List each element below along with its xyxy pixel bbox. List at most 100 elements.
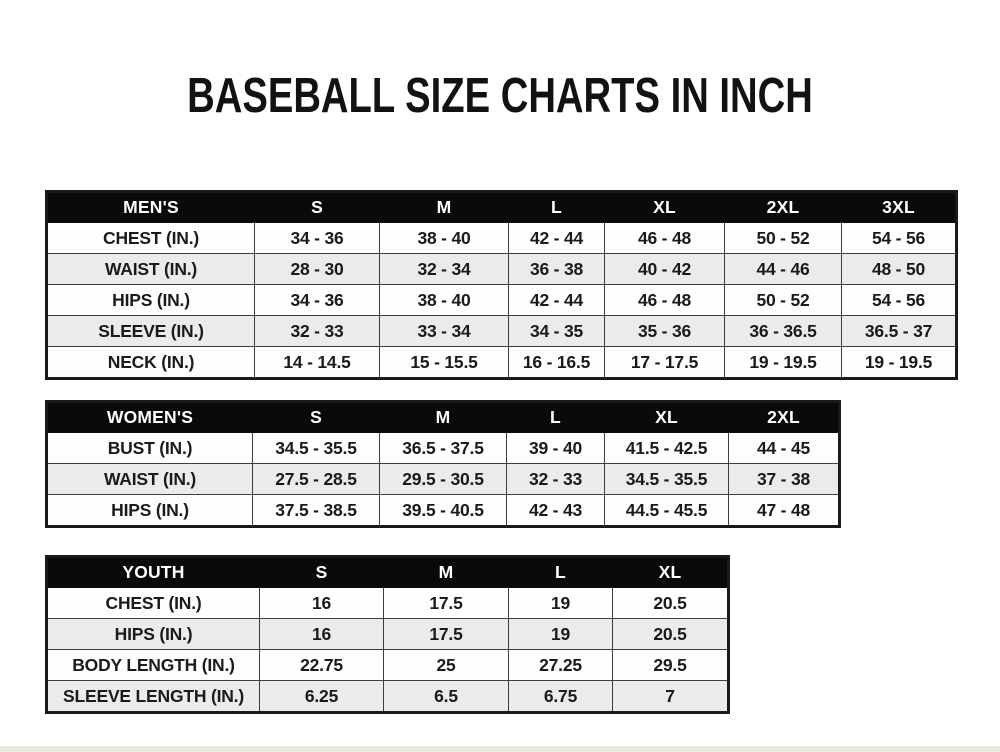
measurement-label-cell: CHEST (IN.) bbox=[46, 587, 260, 619]
youth-size-table-grid: YOUTH S M L XL CHEST (IN.) 16 17.5 19 20.5 HIPS (I… bbox=[45, 555, 730, 714]
size-value-cell: 19 - 19.5 bbox=[841, 346, 957, 379]
size-value-cell: 44 - 45 bbox=[728, 432, 840, 464]
mens-size-table: MEN'S S M L XL 2XL 3XL CHEST (IN.) 34 - 36 38 - 4… bbox=[45, 190, 958, 380]
size-value-cell: 42 - 44 bbox=[508, 222, 605, 254]
size-value-cell: 22.75 bbox=[259, 649, 384, 681]
table-row: SLEEVE LENGTH (IN.) 6.25 6.5 6.75 7 bbox=[46, 680, 729, 713]
size-value-cell: 20.5 bbox=[612, 618, 729, 650]
size-value-cell: 32 - 33 bbox=[254, 315, 380, 347]
measurement-label-cell: HIPS (IN.) bbox=[46, 284, 255, 316]
table-row: CHEST (IN.) 34 - 36 38 - 40 42 - 44 46 - 48 5… bbox=[46, 222, 957, 254]
size-column-header: S bbox=[252, 401, 380, 433]
size-value-cell: 48 - 50 bbox=[841, 253, 957, 285]
size-value-cell: 16 bbox=[259, 587, 384, 619]
size-value-cell: 37 - 38 bbox=[728, 463, 840, 495]
size-value-cell: 19 bbox=[508, 618, 613, 650]
group-header-cell: YOUTH bbox=[46, 556, 260, 588]
size-column-header: 3XL bbox=[841, 191, 957, 223]
womens-size-table: WOMEN'S S M L XL 2XL BUST (IN.) 34.5 - 35.5 36.5… bbox=[45, 400, 841, 528]
size-column-header: M bbox=[379, 191, 509, 223]
table-row: BUST (IN.) 34.5 - 35.5 36.5 - 37.5 39 - 40 4… bbox=[46, 432, 840, 464]
header-row: MEN'S S M L XL 2XL 3XL bbox=[46, 191, 957, 223]
measurement-label-cell: HIPS (IN.) bbox=[46, 494, 253, 527]
size-value-cell: 34 - 35 bbox=[508, 315, 605, 347]
size-value-cell: 34.5 - 35.5 bbox=[604, 463, 729, 495]
size-value-cell: 44 - 46 bbox=[724, 253, 842, 285]
size-column-header: L bbox=[508, 556, 613, 588]
size-value-cell: 50 - 52 bbox=[724, 222, 842, 254]
measurement-label-cell: HIPS (IN.) bbox=[46, 618, 260, 650]
size-value-cell: 36.5 - 37 bbox=[841, 315, 957, 347]
measurement-label-cell: WAIST (IN.) bbox=[46, 253, 255, 285]
size-value-cell: 27.25 bbox=[508, 649, 613, 681]
table-row: NECK (IN.) 14 - 14.5 15 - 15.5 16 - 16.5 17 … bbox=[46, 346, 957, 379]
measurement-label-cell: WAIST (IN.) bbox=[46, 463, 253, 495]
size-value-cell: 39.5 - 40.5 bbox=[379, 494, 507, 527]
measurement-label-cell: NECK (IN.) bbox=[46, 346, 255, 379]
measurement-label-cell: BODY LENGTH (IN.) bbox=[46, 649, 260, 681]
size-column-header: L bbox=[506, 401, 605, 433]
size-value-cell: 17.5 bbox=[383, 618, 509, 650]
size-value-cell: 33 - 34 bbox=[379, 315, 509, 347]
size-value-cell: 41.5 - 42.5 bbox=[604, 432, 729, 464]
size-column-header: S bbox=[259, 556, 384, 588]
size-value-cell: 46 - 48 bbox=[604, 222, 725, 254]
womens-size-table-grid: WOMEN'S S M L XL 2XL BUST (IN.) 34.5 - 35.5 36.5… bbox=[45, 400, 841, 528]
table-row: SLEEVE (IN.) 32 - 33 33 - 34 34 - 35 35 - 36… bbox=[46, 315, 957, 347]
size-value-cell: 38 - 40 bbox=[379, 284, 509, 316]
size-column-header: XL bbox=[612, 556, 729, 588]
scan-edge-artifact bbox=[0, 746, 1000, 752]
size-column-header: 2XL bbox=[724, 191, 842, 223]
size-value-cell: 15 - 15.5 bbox=[379, 346, 509, 379]
youth-size-table: YOUTH S M L XL CHEST (IN.) 16 17.5 19 20.5 HIPS (I… bbox=[45, 555, 730, 714]
size-value-cell: 20.5 bbox=[612, 587, 729, 619]
size-column-header: XL bbox=[604, 191, 725, 223]
size-value-cell: 38 - 40 bbox=[379, 222, 509, 254]
size-column-header: L bbox=[508, 191, 605, 223]
size-value-cell: 39 - 40 bbox=[506, 432, 605, 464]
size-value-cell: 35 - 36 bbox=[604, 315, 725, 347]
size-value-cell: 29.5 bbox=[612, 649, 729, 681]
size-value-cell: 7 bbox=[612, 680, 729, 713]
header-row: WOMEN'S S M L XL 2XL bbox=[46, 401, 840, 433]
size-value-cell: 29.5 - 30.5 bbox=[379, 463, 507, 495]
size-value-cell: 42 - 43 bbox=[506, 494, 605, 527]
size-value-cell: 17 - 17.5 bbox=[604, 346, 725, 379]
size-value-cell: 46 - 48 bbox=[604, 284, 725, 316]
size-value-cell: 17.5 bbox=[383, 587, 509, 619]
size-column-header: M bbox=[383, 556, 509, 588]
size-value-cell: 54 - 56 bbox=[841, 284, 957, 316]
size-value-cell: 25 bbox=[383, 649, 509, 681]
page-title: BASEBALL SIZE CHARTS IN INCH bbox=[187, 69, 813, 123]
mens-size-table-grid: MEN'S S M L XL 2XL 3XL CHEST (IN.) 34 - 36 38 - 4… bbox=[45, 190, 958, 380]
table-row: WAIST (IN.) 28 - 30 32 - 34 36 - 38 40 - 42 4… bbox=[46, 253, 957, 285]
size-value-cell: 36 - 38 bbox=[508, 253, 605, 285]
group-header-cell: MEN'S bbox=[46, 191, 255, 223]
size-value-cell: 32 - 34 bbox=[379, 253, 509, 285]
measurement-label-cell: SLEEVE (IN.) bbox=[46, 315, 255, 347]
header-row: YOUTH S M L XL bbox=[46, 556, 729, 588]
size-value-cell: 47 - 48 bbox=[728, 494, 840, 527]
size-value-cell: 19 bbox=[508, 587, 613, 619]
size-value-cell: 50 - 52 bbox=[724, 284, 842, 316]
size-value-cell: 6.75 bbox=[508, 680, 613, 713]
size-value-cell: 37.5 - 38.5 bbox=[252, 494, 380, 527]
size-value-cell: 27.5 - 28.5 bbox=[252, 463, 380, 495]
size-value-cell: 19 - 19.5 bbox=[724, 346, 842, 379]
size-value-cell: 34 - 36 bbox=[254, 284, 380, 316]
size-value-cell: 34 - 36 bbox=[254, 222, 380, 254]
size-value-cell: 16 - 16.5 bbox=[508, 346, 605, 379]
table-row: HIPS (IN.) 34 - 36 38 - 40 42 - 44 46 - 48 50… bbox=[46, 284, 957, 316]
size-value-cell: 6.25 bbox=[259, 680, 384, 713]
table-row: CHEST (IN.) 16 17.5 19 20.5 bbox=[46, 587, 729, 619]
measurement-label-cell: BUST (IN.) bbox=[46, 432, 253, 464]
group-header-cell: WOMEN'S bbox=[46, 401, 253, 433]
table-row: BODY LENGTH (IN.) 22.75 25 27.25 29.5 bbox=[46, 649, 729, 681]
size-value-cell: 36.5 - 37.5 bbox=[379, 432, 507, 464]
measurement-label-cell: SLEEVE LENGTH (IN.) bbox=[46, 680, 260, 713]
size-value-cell: 32 - 33 bbox=[506, 463, 605, 495]
size-column-header: 2XL bbox=[728, 401, 840, 433]
size-value-cell: 36 - 36.5 bbox=[724, 315, 842, 347]
size-value-cell: 16 bbox=[259, 618, 384, 650]
size-column-header: M bbox=[379, 401, 507, 433]
